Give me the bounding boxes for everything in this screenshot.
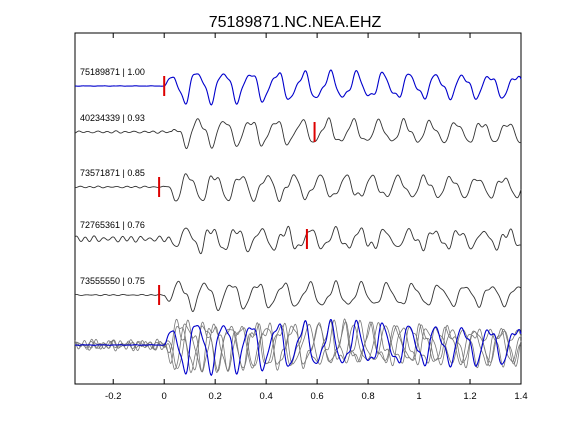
- x-axis: -0.2 0 0.2 0.4 0.6 0.8 1 1.2 1.4: [105, 33, 528, 402]
- trace-label: 75189871 | 1.00: [80, 67, 145, 77]
- x-tick-label: -0.2: [105, 391, 121, 402]
- waveform-trace: [74, 69, 522, 106]
- stack-overlay: [74, 318, 522, 377]
- x-tick-label: 0.6: [311, 391, 324, 402]
- trace-label: 40234339 | 0.93: [80, 113, 145, 123]
- x-tick-label: 1.4: [514, 391, 527, 402]
- x-tick-label: 1: [416, 391, 421, 402]
- x-tick-label: 0.2: [209, 391, 222, 402]
- waveform-trace: [74, 173, 522, 203]
- stack-trace: [74, 321, 522, 373]
- x-tick-label: 1.2: [463, 391, 476, 402]
- chart-title: 75189871.NC.NEA.EHZ: [209, 14, 382, 31]
- trace-label: 72765361 | 0.76: [80, 220, 145, 230]
- waveform-trace: [74, 225, 522, 255]
- stack-reference-trace: [74, 319, 522, 377]
- stack-trace: [74, 320, 522, 372]
- trace-label: 73571871 | 0.85: [80, 168, 145, 178]
- x-tick-label: 0.8: [361, 391, 374, 402]
- x-tick-label: 0: [162, 391, 167, 402]
- waveform-trace: [74, 280, 522, 313]
- trace-layer: 75189871 | 1.00 40234339 | 0.93 73571871 |…: [74, 67, 522, 313]
- waveform-trace: [74, 117, 522, 150]
- plot-frame: [74, 32, 522, 385]
- trace-label: 73555550 | 0.75: [80, 276, 145, 286]
- x-tick-label: 0.4: [260, 391, 273, 402]
